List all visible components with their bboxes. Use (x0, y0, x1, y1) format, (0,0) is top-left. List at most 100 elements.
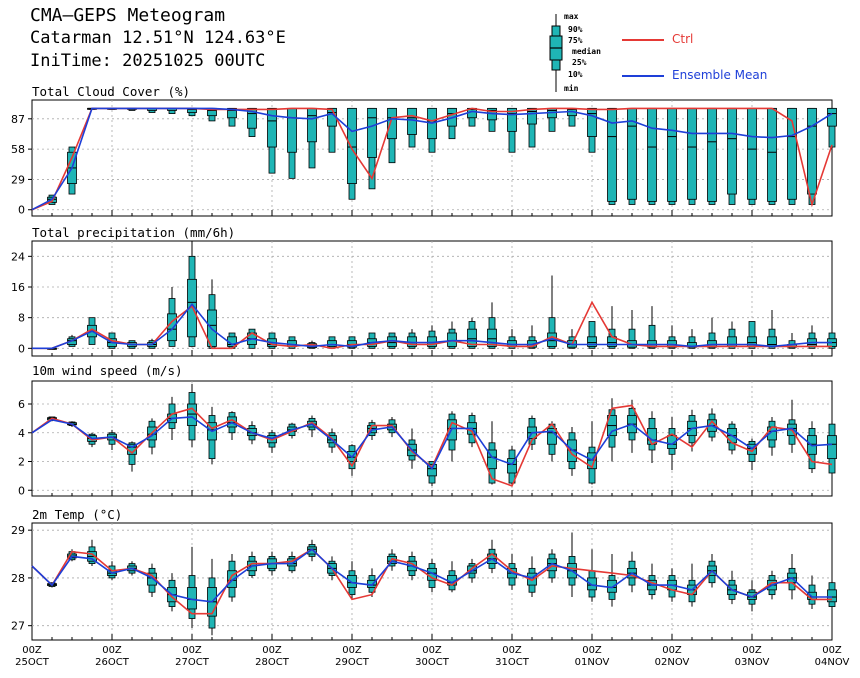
box-inner (667, 435, 677, 449)
chart-title: CMA—GEPS Meteogram (30, 5, 226, 26)
box-inner (827, 435, 837, 460)
box-inner (647, 107, 657, 202)
box-inner (487, 328, 497, 347)
box-inner (827, 107, 837, 127)
y-tick-label: 0 (18, 342, 25, 355)
x-tick-label-hour: 00Z (182, 645, 202, 656)
mean-line-cloud (31, 107, 833, 211)
box-inner (467, 565, 477, 574)
y-tick-label: 29 (11, 173, 25, 186)
x-tick-label-hour: 00Z (262, 645, 282, 656)
box-inner (267, 107, 277, 148)
box-inner (227, 570, 237, 588)
box-inner (767, 107, 777, 202)
x-tick-label-hour: 00Z (742, 645, 762, 656)
legend-line-mean (622, 75, 664, 77)
y-tick-label: 0 (18, 484, 25, 497)
legend-key-p75: 75% (568, 36, 583, 45)
legend-key-median: median (572, 47, 601, 56)
box-inner (147, 572, 157, 586)
y-tick-label: 4 (18, 427, 25, 440)
x-tick-label-hour: 00Z (22, 645, 42, 656)
box-inner (307, 107, 317, 143)
x-tick-label-hour: 00Z (102, 645, 122, 656)
mean-line-precip (32, 303, 832, 350)
mean-line-wind (31, 416, 833, 471)
x-tick-label-date: 28OCT (255, 657, 290, 668)
legend-line-ctrl (622, 39, 664, 41)
box-inner (587, 107, 597, 137)
box-inner (347, 575, 357, 588)
box-inner (507, 458, 517, 474)
x-tick-label-date: 02NOV (655, 657, 690, 668)
box-inner (587, 577, 597, 591)
box-outer (648, 324, 656, 349)
x-tick-label-hour: 00Z (822, 645, 842, 656)
legend-key-p90: 90% (568, 25, 583, 34)
x-tick-label-date: 31OCT (495, 657, 530, 668)
box-inner (807, 107, 817, 195)
y-tick-label: 27 (11, 620, 25, 633)
box-inner (427, 463, 437, 477)
box-inner (527, 572, 537, 586)
box-inner (407, 107, 417, 135)
x-tick-label-date: 03NOV (735, 657, 770, 668)
location-label: Catarman 12.51°N 124.63°E (30, 28, 286, 48)
legend-key-p10: 10% (568, 70, 583, 79)
box-inner (667, 107, 677, 202)
x-tick-label-date: 04NOV (815, 657, 850, 668)
panel-cloud: 0 29 58 87 (11, 99, 837, 217)
panel-precip: 0 8 16 24 (11, 240, 837, 357)
box-inner (287, 107, 297, 153)
y-tick-label: 87 (11, 113, 25, 126)
box-inner (247, 107, 257, 129)
box-inner (187, 278, 197, 338)
panel-temp: 27 28 29 (11, 522, 837, 641)
box-inner (227, 107, 237, 119)
box-outer (588, 321, 596, 349)
legend-box-glyph (549, 14, 563, 92)
y-tick-label: 58 (11, 143, 25, 156)
y-tick-label: 24 (11, 250, 25, 263)
legend-key-p25: 25% (572, 58, 587, 67)
x-tick-label-hour: 00Z (662, 645, 682, 656)
box-inner (827, 589, 837, 603)
box-inner (587, 336, 597, 347)
box-outer (748, 321, 756, 349)
panel-title-wind: 10m wind speed (m/s) (32, 363, 183, 378)
legend-entry-ctrl: Ctrl (622, 32, 822, 48)
box-inner (707, 107, 717, 202)
y-tick-label: 2 (18, 456, 25, 469)
x-tick-label-hour: 00Z (502, 645, 522, 656)
box-inner (687, 107, 697, 200)
y-tick-label: 16 (11, 281, 25, 294)
box-inner (527, 107, 537, 125)
legend-key-max: max (564, 12, 579, 21)
panel-title-cloud: Total Cloud Cover (%) (32, 84, 191, 99)
box-inner (787, 107, 797, 200)
y-tick-label: 28 (11, 572, 25, 585)
x-tick-label-date: 27OCT (175, 657, 210, 668)
box-inner (367, 107, 377, 158)
box-outer (628, 328, 636, 349)
x-tick-label-hour: 00Z (422, 645, 442, 656)
x-tick-label-date: 30OCT (415, 657, 450, 668)
box-inner (307, 546, 317, 555)
legend-key-min: min (564, 84, 579, 93)
legend-box-key: max 90% 75% median 25% 10% min (548, 12, 618, 96)
box-inner (507, 107, 517, 132)
title-block: CMA—GEPS Meteogram Catarman 12.51°N 124.… (30, 4, 286, 73)
x-tick-label-date: 26OCT (95, 657, 130, 668)
x-tick-label-hour: 00Z (342, 645, 362, 656)
panel-title-temp: 2m Temp (°C) (32, 507, 123, 522)
box-inner (607, 107, 617, 202)
y-tick-label: 29 (11, 524, 25, 537)
box-inner (467, 328, 477, 347)
box-inner (447, 332, 457, 347)
box-inner (387, 107, 397, 140)
legend-label-ctrl: Ctrl (672, 32, 694, 46)
box-inner (167, 313, 177, 342)
box-inner (747, 107, 757, 200)
y-tick-label: 8 (18, 312, 25, 325)
